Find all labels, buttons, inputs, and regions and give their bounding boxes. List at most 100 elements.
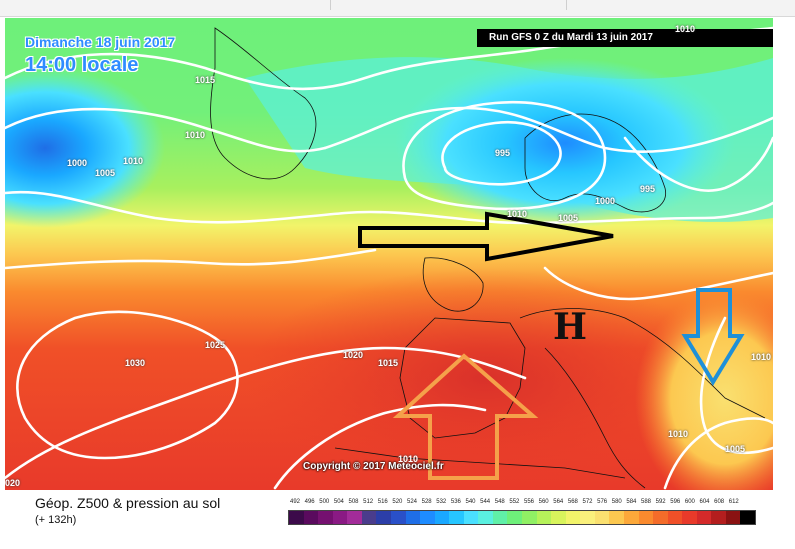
scale-tick-label: 536 (450, 499, 461, 505)
scale-tick-label: 612 (728, 499, 739, 505)
legend-subtitle: (+ 132h) (35, 514, 77, 526)
scale-tick-label: 588 (641, 499, 652, 505)
color-scale-labels: 492 496 500 504 508 512 516 520 524 528 532 536 540 5… (288, 499, 758, 509)
isobar-label: 1010 (185, 130, 206, 140)
run-banner: Run GFS 0 Z du Mardi 13 juin 2017 (477, 29, 773, 47)
scale-tick-label: 512 (363, 499, 374, 505)
scale-swatch (609, 511, 624, 524)
coastlines (210, 27, 766, 489)
browser-tab-strip (0, 0, 795, 17)
scale-tick-label: 576 (597, 499, 608, 505)
isobar-label: 1010 (123, 156, 144, 166)
scale-swatch (522, 511, 537, 524)
scale-swatch (725, 511, 741, 524)
color-scale-bar (288, 510, 756, 525)
isobar-label: 1020 (343, 350, 364, 360)
scale-tick-label: 516 (377, 499, 388, 505)
scale-swatch (376, 511, 391, 524)
scale-swatch (638, 511, 654, 524)
isobar-label: 1010 (507, 209, 528, 219)
map-time: 14:00 locale (25, 54, 139, 76)
isobar-label: 1015 (195, 75, 216, 85)
ridge-core (245, 268, 725, 488)
scale-swatch (405, 511, 421, 524)
scale-swatch (420, 511, 435, 524)
tab-divider (566, 0, 567, 10)
scale-tick-label: 548 (494, 499, 505, 505)
isobar-label: 1000 (67, 158, 88, 168)
scale-tick-label: 564 (553, 499, 564, 505)
scale-tick-label: 500 (319, 499, 330, 505)
isobar-label: 995 (495, 148, 511, 158)
copyright-label: Copyright © 2017 Meteociel.fr (303, 461, 444, 472)
map-date: Dimanche 18 juin 2017 (25, 34, 176, 50)
scale-swatch (289, 511, 304, 524)
scale-swatch (711, 511, 726, 524)
scale-tick-label: 528 (421, 499, 432, 505)
scale-swatch (740, 511, 755, 524)
weather-map: Dimanche 18 juin 2017 14:00 locale Run G… (5, 18, 773, 490)
scale-tick-label: 552 (509, 499, 520, 505)
isobar-label: 1025 (205, 340, 226, 350)
scale-swatch (667, 511, 683, 524)
black-flow-arrow (358, 211, 614, 262)
scale-swatch (332, 511, 348, 524)
scale-swatch (478, 511, 493, 524)
scale-swatch (653, 511, 668, 524)
scale-swatch (507, 511, 522, 524)
scale-tick-label: 540 (465, 499, 476, 505)
scale-swatch (390, 511, 406, 524)
scale-tick-label: 596 (670, 499, 681, 505)
scale-tick-label: 560 (538, 499, 549, 505)
scale-tick-label: 524 (407, 499, 418, 505)
scale-swatch (303, 511, 319, 524)
black-arrow-icon (358, 211, 614, 262)
high-pressure-symbol: H (553, 306, 588, 348)
scale-tick-label: 600 (684, 499, 695, 505)
orange-arrow-icon (392, 353, 539, 480)
atlantic-low-core (5, 68, 165, 228)
scale-tick-label: 492 (290, 499, 301, 505)
scale-tick-label: 544 (480, 499, 491, 505)
scale-tick-label: 496 (304, 499, 315, 505)
scale-swatch (594, 511, 610, 524)
isobar-label: 1005 (558, 213, 579, 223)
scale-swatch (449, 511, 464, 524)
scale-swatch (696, 511, 712, 524)
scale-tick-label: 556 (524, 499, 535, 505)
scale-tick-label: 532 (436, 499, 447, 505)
scale-tick-label: 608 (714, 499, 725, 505)
scale-swatch (463, 511, 479, 524)
scale-swatch (318, 511, 333, 524)
isobar-label: 1010 (675, 24, 696, 34)
tab-divider (330, 0, 331, 10)
scale-tick-label: 572 (582, 499, 593, 505)
isobar-label: 1010 (668, 429, 689, 439)
scale-swatch (347, 511, 362, 524)
scale-swatch (492, 511, 508, 524)
scale-tick-label: 580 (611, 499, 622, 505)
isobar-label: 020 (5, 478, 21, 488)
orange-warm-arrow (392, 353, 539, 480)
isobar-label: 1005 (95, 168, 116, 178)
scale-swatch (580, 511, 595, 524)
scale-tick-label: 584 (626, 499, 637, 505)
scale-tick-label: 592 (655, 499, 666, 505)
scale-swatch (551, 511, 566, 524)
isobar-label: 1030 (125, 358, 146, 368)
scale-swatch (623, 511, 639, 524)
blue-arrow-icon (681, 288, 745, 386)
isobar-label: 1010 (751, 352, 772, 362)
scale-tick-label: 604 (699, 499, 710, 505)
isobar-label: 995 (640, 184, 656, 194)
scale-swatch (361, 511, 377, 524)
norway-low-core (395, 58, 735, 228)
isobar-label: 1000 (595, 196, 616, 206)
scale-tick-label: 520 (392, 499, 403, 505)
isobar-label: 1010 (398, 454, 419, 464)
isobar-label: 1005 (725, 444, 746, 454)
isobars (5, 26, 773, 490)
blue-cold-arrow (681, 288, 745, 386)
weather-map-canvas (5, 18, 773, 490)
scale-tick-label: 504 (333, 499, 344, 505)
